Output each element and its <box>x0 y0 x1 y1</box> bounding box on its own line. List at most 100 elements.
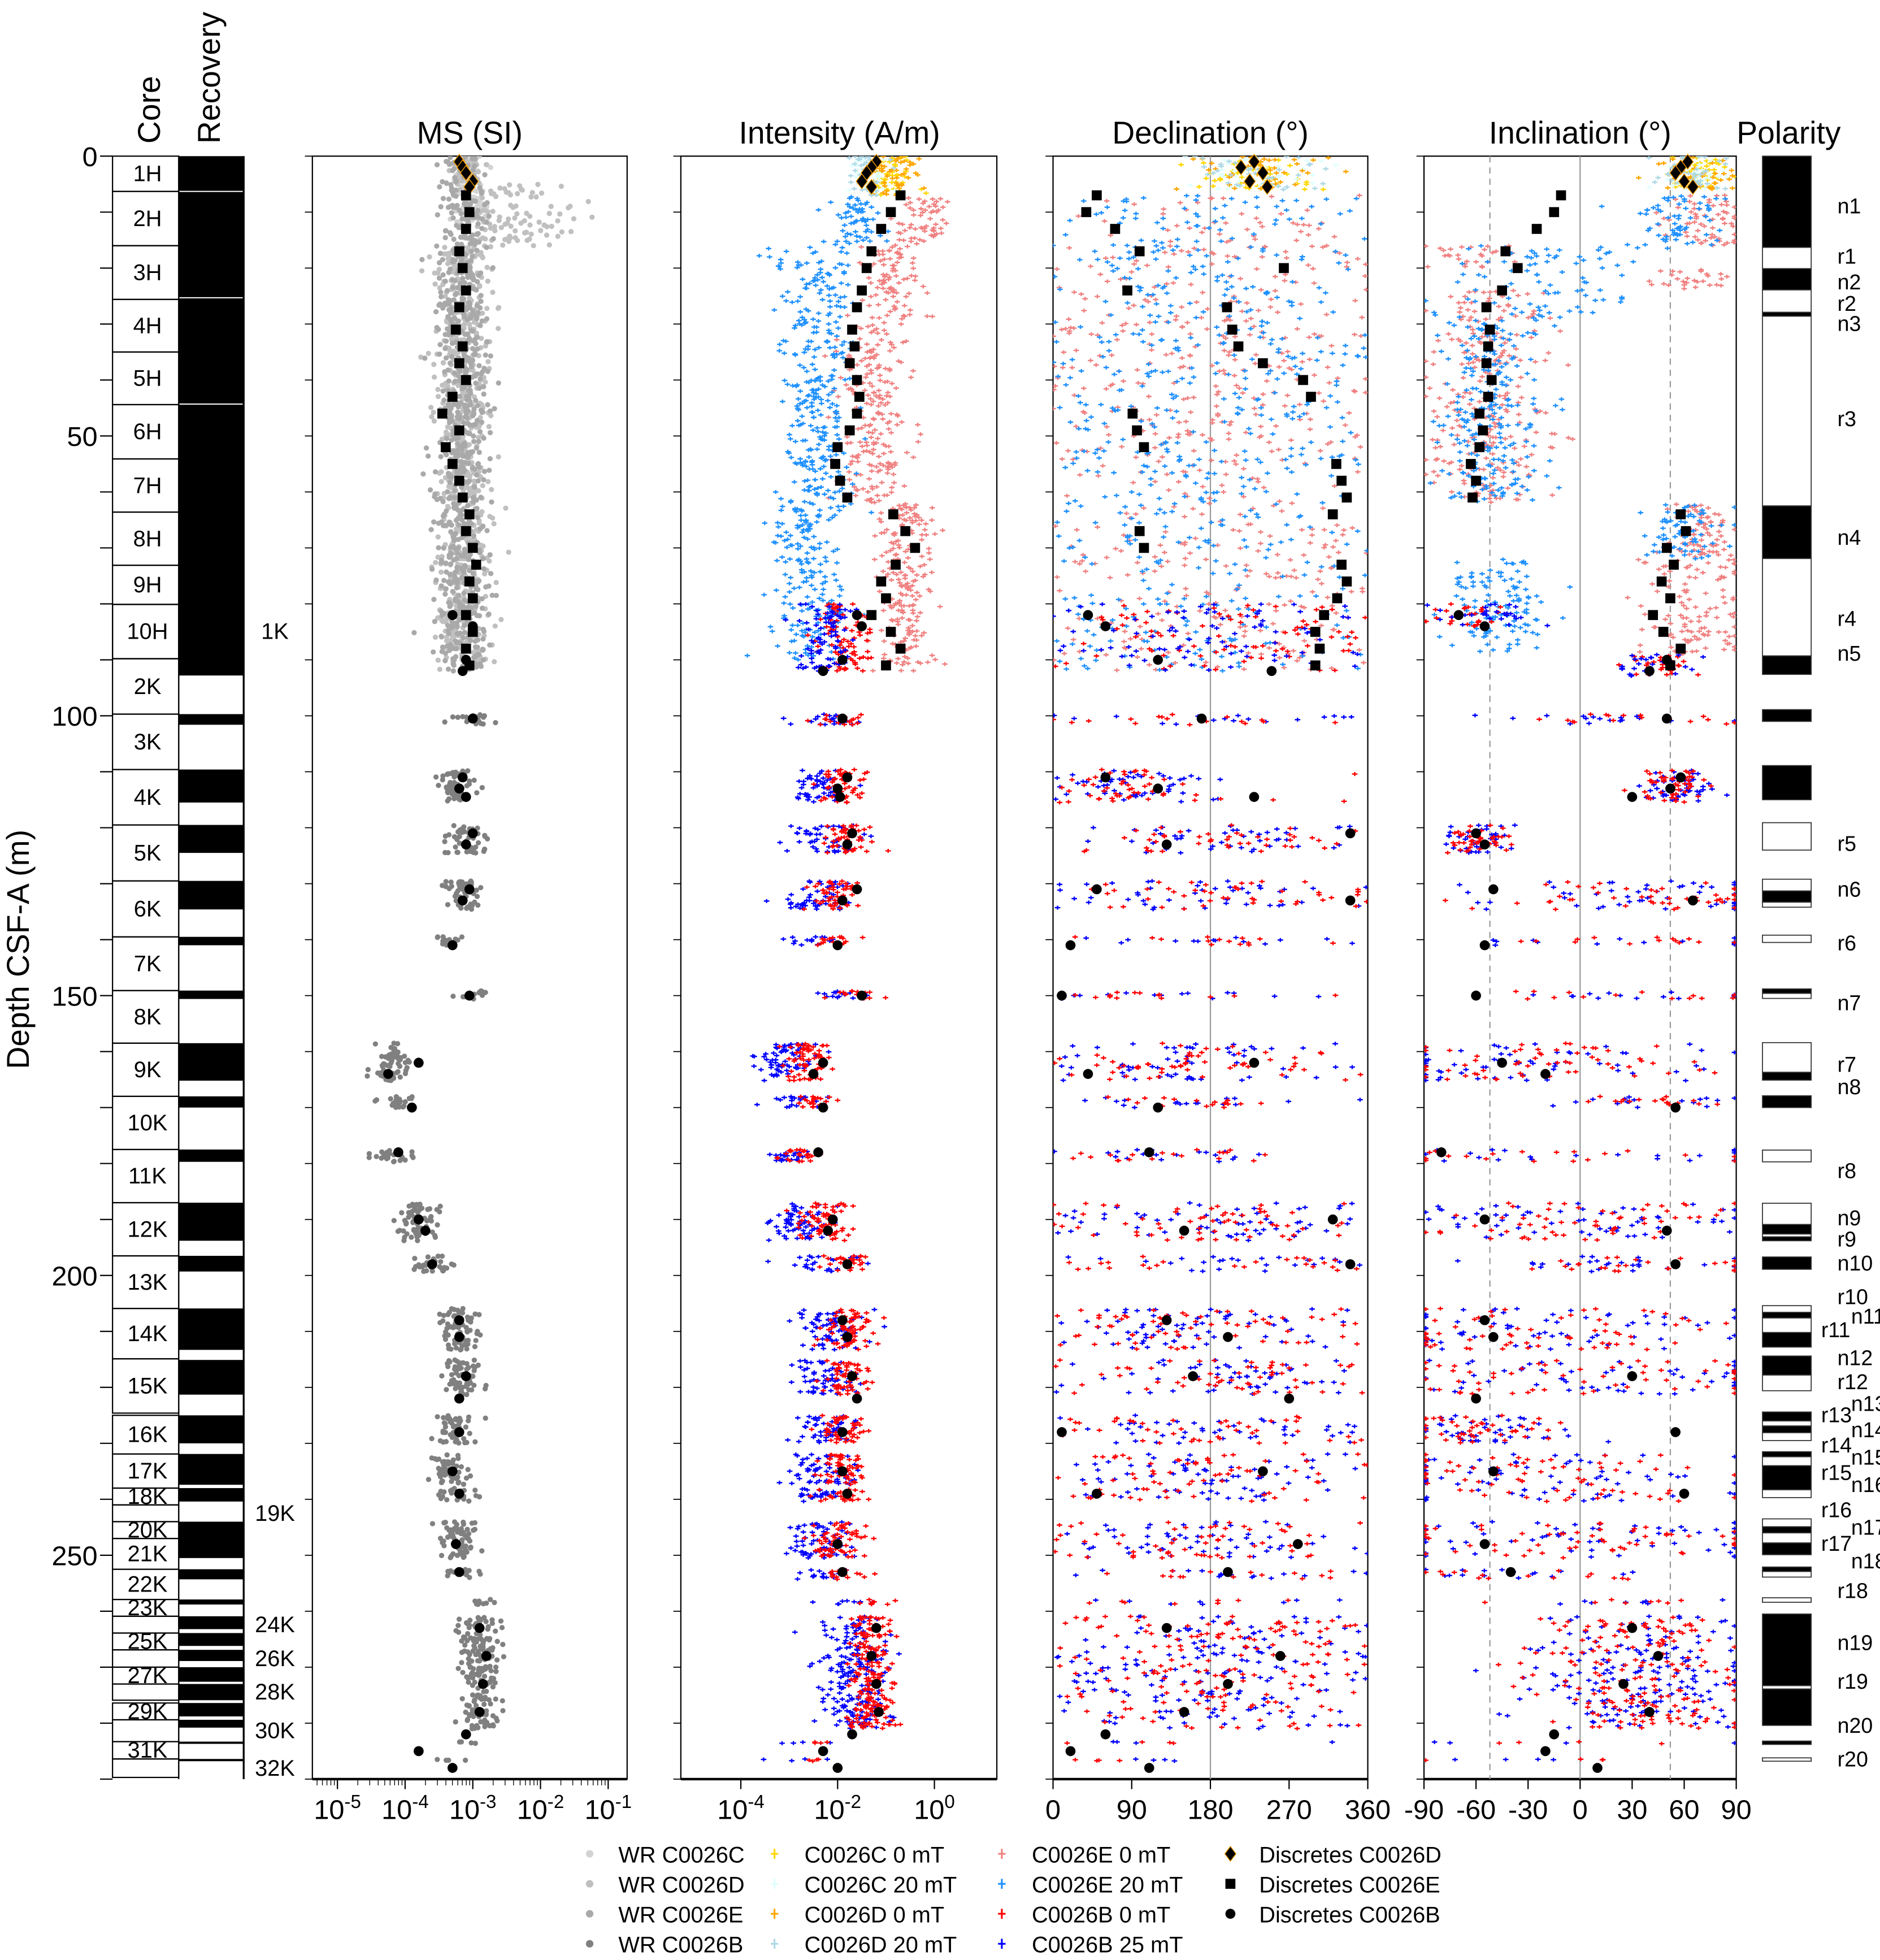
ms-wr-point <box>571 216 577 222</box>
ms-wr-point <box>464 393 470 400</box>
intensity-b25-point <box>788 892 794 897</box>
core-box <box>112 1683 180 1701</box>
ms-wr-point <box>448 1432 453 1438</box>
ms-wr-point <box>500 242 506 248</box>
intensity-b0-point <box>837 643 843 648</box>
intensity-e20-point <box>833 453 839 457</box>
ms-wr-point <box>489 499 494 505</box>
intensity-e0-point <box>901 604 907 608</box>
ms-wr-point <box>445 623 451 628</box>
intensity-d0-point <box>893 159 899 163</box>
intensity-b0-point <box>850 848 856 853</box>
ms-wr-point <box>435 1414 440 1420</box>
intensity-e20-point <box>834 561 840 565</box>
intensity-b0-point <box>846 719 853 724</box>
intensity-b25-point <box>814 849 820 853</box>
ms-wr-point <box>512 215 518 221</box>
ms-wr-point <box>493 1664 499 1670</box>
ms-wr-point <box>453 1345 459 1351</box>
ms-wr-point <box>442 849 448 856</box>
ms-wr-point <box>458 1530 464 1537</box>
ms-wr-point <box>440 1268 446 1273</box>
ms-wr-point <box>453 1628 459 1633</box>
ms-wr-point <box>372 1041 378 1047</box>
intensity-e20-point <box>852 203 858 207</box>
intensity-e0-point <box>904 276 910 281</box>
intensity-e20-point <box>833 303 840 308</box>
intensity-e20-point <box>862 436 868 441</box>
intensity-e20-point <box>826 392 832 397</box>
intensity-e20-point <box>794 265 800 270</box>
ms-wr-point <box>481 1689 487 1694</box>
intensity-d0-point <box>894 176 900 180</box>
ms-wr-point <box>459 484 464 490</box>
intensity-e0-point <box>900 662 906 667</box>
ms-wr-point <box>468 1315 474 1321</box>
ms-wr-point <box>402 1217 408 1224</box>
ms-discrete-point <box>454 1393 464 1404</box>
intensity-e0-point <box>908 239 914 244</box>
intensity-e0-point <box>939 231 944 236</box>
intensity-e0-point <box>910 455 917 459</box>
intensity-e0-point <box>916 522 922 527</box>
intensity-e0-point <box>874 493 880 498</box>
ms-wr-point <box>449 625 455 631</box>
intensity-e0-point <box>869 371 874 375</box>
ms-wr-point <box>444 436 450 441</box>
intensity-e0-point <box>908 508 914 512</box>
intensity-e20-point <box>807 245 813 250</box>
ms-wr-point <box>444 180 449 186</box>
ms-discrete-point <box>467 621 478 631</box>
recovery-interval <box>179 1488 244 1502</box>
intensity-e20-point <box>811 487 818 492</box>
ms-wr-point <box>445 1534 450 1540</box>
ms-wr-point <box>448 1555 453 1560</box>
ms-wr-point <box>438 569 444 575</box>
intensity-e20-point <box>839 486 845 491</box>
ms-wr-point <box>410 1155 416 1160</box>
intensity-e20-point <box>799 634 805 638</box>
ms-discrete-point <box>420 1225 431 1236</box>
ms-discrete-point <box>461 643 471 654</box>
intensity-c0-point <box>902 175 908 179</box>
ms-wr-point <box>393 1098 399 1103</box>
intensity-b0-point <box>811 782 817 787</box>
ms-wr-point <box>477 270 484 276</box>
ms-wr-layer <box>364 156 595 1763</box>
ms-wr-point <box>490 289 496 295</box>
ms-wr-point <box>555 218 561 224</box>
intensity-d20-point <box>848 180 854 184</box>
ms-wr-point <box>477 283 483 289</box>
intensity-d20-point <box>852 156 858 158</box>
intensity-e0-point <box>826 415 831 419</box>
intensity-e0-point <box>931 226 937 230</box>
intensity-e20-point <box>853 219 859 224</box>
recovery-interval <box>179 769 244 803</box>
intensity-e0-point <box>864 401 870 406</box>
intensity-e0-point <box>863 440 870 445</box>
ms-wr-point <box>457 378 462 384</box>
ms-wr-point <box>457 444 462 449</box>
intensity-e20-point <box>784 545 790 550</box>
depth-tick-label: 250 <box>52 1541 98 1572</box>
ms-wr-point <box>464 1638 470 1644</box>
intensity-e0-point <box>932 657 938 662</box>
ms-wr-point <box>437 1320 443 1326</box>
intensity-e20-point <box>807 501 813 505</box>
ms-wr-point <box>448 182 454 188</box>
ms-wr-point <box>472 1439 478 1445</box>
intensity-b25-point <box>815 714 821 719</box>
core-label: 10K <box>128 1111 168 1135</box>
ms-wr-point <box>440 272 446 277</box>
intensity-e20-point <box>778 508 784 513</box>
ms-wr-point <box>421 1268 427 1274</box>
ms-wr-point <box>478 293 484 298</box>
ms-wr-point <box>477 1632 483 1638</box>
intensity-e20-point <box>826 293 832 298</box>
ms-wr-point <box>472 1344 478 1350</box>
intensity-b25-point <box>831 620 837 625</box>
intensity-b0-point <box>841 835 847 839</box>
intensity-e20-point <box>808 545 814 549</box>
intensity-e20-point <box>807 423 814 428</box>
intensity-b25-point <box>801 900 807 905</box>
